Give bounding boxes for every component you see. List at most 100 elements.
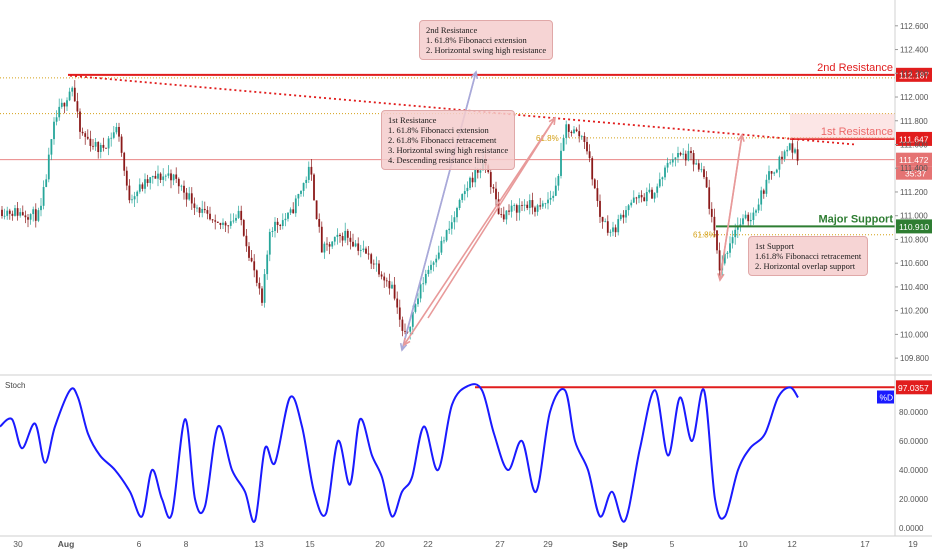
candle-body[interactable] [263, 274, 266, 303]
candle-body[interactable] [666, 162, 669, 168]
candle-body[interactable] [133, 196, 136, 200]
candle-body[interactable] [560, 150, 562, 176]
candle-body[interactable] [76, 101, 79, 112]
candle-body[interactable] [656, 186, 659, 193]
candle-body[interactable] [570, 131, 573, 134]
candle-body[interactable] [648, 189, 651, 192]
candle-body[interactable] [284, 218, 287, 221]
candle-body[interactable] [645, 191, 648, 202]
candle-body[interactable] [144, 179, 146, 189]
candle-body[interactable] [331, 241, 334, 247]
candle-body[interactable] [456, 208, 458, 218]
candle-body[interactable] [700, 169, 703, 171]
candle-body[interactable] [778, 156, 781, 170]
candle-body[interactable] [1, 209, 3, 217]
candle-body[interactable] [443, 240, 445, 242]
candle-body[interactable] [201, 208, 204, 213]
candle-body[interactable] [375, 263, 378, 265]
candle-body[interactable] [183, 185, 185, 193]
candle-body[interactable] [300, 190, 302, 194]
candle-body[interactable] [297, 193, 300, 199]
candle-body[interactable] [539, 205, 542, 207]
candle-body[interactable] [440, 240, 443, 253]
candle-body[interactable] [339, 234, 341, 237]
candle-body[interactable] [362, 248, 365, 250]
candle-body[interactable] [788, 143, 791, 150]
candle-body[interactable] [500, 214, 503, 215]
candle-body[interactable] [458, 199, 461, 209]
candle-body[interactable] [476, 169, 479, 173]
candle-body[interactable] [55, 117, 58, 122]
candle-body[interactable] [489, 172, 492, 188]
candle-body[interactable] [66, 100, 68, 107]
candle-body[interactable] [588, 151, 591, 159]
candle-body[interactable] [209, 213, 211, 220]
candle-body[interactable] [118, 126, 120, 137]
candle-body[interactable] [172, 174, 175, 181]
candle-body[interactable] [554, 185, 557, 196]
candle-body[interactable] [521, 205, 523, 206]
candle-body[interactable] [242, 220, 245, 236]
candle-body[interactable] [261, 288, 263, 303]
candle-body[interactable] [115, 126, 118, 133]
candle-body[interactable] [367, 253, 370, 255]
candle-body[interactable] [747, 214, 750, 222]
candle-body[interactable] [419, 284, 422, 299]
candle-body[interactable] [638, 195, 640, 199]
candle-body[interactable] [11, 213, 14, 216]
candle-body[interactable] [310, 166, 313, 175]
candle-body[interactable] [573, 129, 575, 134]
candle-body[interactable] [359, 249, 362, 251]
candle-body[interactable] [240, 210, 243, 221]
candle-body[interactable] [726, 252, 729, 254]
candle-body[interactable] [385, 280, 388, 282]
candle-body[interactable] [24, 215, 27, 218]
candle-body[interactable] [188, 193, 191, 200]
candle-body[interactable] [16, 208, 19, 216]
candle-body[interactable] [768, 171, 770, 180]
candle-body[interactable] [99, 144, 102, 153]
candle-body[interactable] [162, 176, 165, 180]
candle-body[interactable] [479, 170, 482, 173]
candle-body[interactable] [279, 224, 282, 226]
candle-body[interactable] [523, 204, 526, 206]
candle-body[interactable] [627, 205, 630, 211]
candle-body[interactable] [146, 179, 149, 183]
candle-body[interactable] [531, 200, 534, 208]
candle-body[interactable] [307, 166, 310, 180]
candle-body[interactable] [640, 195, 643, 198]
candle-body[interactable] [47, 154, 50, 180]
candle-body[interactable] [593, 179, 596, 189]
candle-body[interactable] [544, 203, 547, 205]
candle-body[interactable] [151, 175, 154, 178]
candle-body[interactable] [328, 244, 331, 247]
candle-body[interactable] [120, 136, 123, 153]
candle-body[interactable] [107, 138, 110, 149]
candle-body[interactable] [42, 186, 45, 206]
candle-body[interactable] [157, 173, 159, 179]
candle-body[interactable] [549, 197, 552, 200]
candle-body[interactable] [294, 198, 297, 214]
candle-body[interactable] [697, 163, 700, 170]
candle-body[interactable] [141, 184, 144, 189]
candle-body[interactable] [170, 173, 172, 181]
candle-body[interactable] [630, 202, 633, 206]
candle-body[interactable] [6, 210, 9, 216]
candle-body[interactable] [235, 217, 237, 221]
candle-body[interactable] [682, 153, 685, 155]
candle-body[interactable] [32, 209, 35, 215]
candle-body[interactable] [94, 142, 97, 147]
candle-body[interactable] [437, 252, 440, 259]
candle-body[interactable] [58, 106, 61, 118]
candle-body[interactable] [760, 190, 763, 205]
candle-body[interactable] [292, 209, 295, 214]
candle-body[interactable] [622, 214, 625, 218]
candle-body[interactable] [97, 142, 100, 153]
candle-body[interactable] [430, 264, 432, 270]
candle-body[interactable] [86, 136, 89, 139]
candle-body[interactable] [679, 152, 682, 155]
candle-body[interactable] [227, 225, 230, 227]
stoch-d-line[interactable] [0, 383, 799, 523]
candle-body[interactable] [684, 153, 687, 161]
candle-body[interactable] [414, 304, 417, 312]
